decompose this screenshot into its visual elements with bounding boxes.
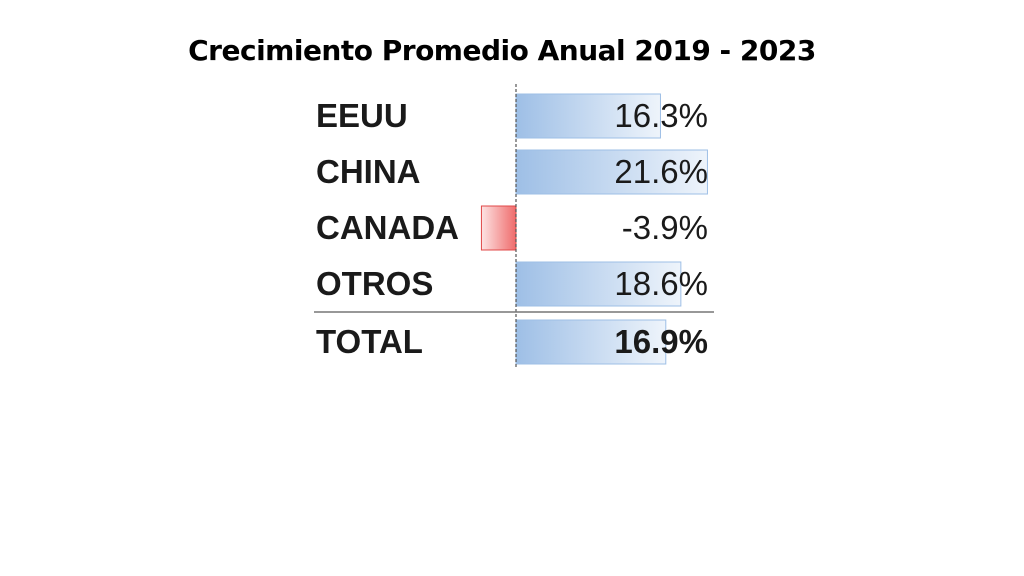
value-label-otros: 18.6%	[614, 265, 708, 302]
bar-china	[515, 149, 708, 195]
bar-otros	[515, 261, 682, 307]
category-label-total: TOTAL	[316, 323, 423, 360]
growth-bar-chart: EEUU 16.3% CHINA 21.6% CANADA -3.9% OTROS 18.6%…	[300, 84, 720, 374]
chart-title: Crecimiento Promedio Anual 2019 - 2023	[188, 34, 816, 67]
value-label-canada: -3.9%	[621, 209, 708, 246]
value-label-eeuu: 16.3%	[614, 97, 708, 134]
value-label-total: 16.9%	[614, 323, 708, 360]
category-label-eeuu: EEUU	[316, 97, 408, 134]
bar-total	[515, 319, 667, 365]
category-label-canada: CANADA	[316, 209, 459, 246]
chart-canvas	[314, 84, 714, 369]
category-label-otros: OTROS	[316, 265, 434, 302]
bar-eeuu	[515, 93, 661, 139]
category-label-china: CHINA	[316, 153, 421, 190]
bar-canada	[480, 205, 517, 251]
value-label-china: 21.6%	[614, 153, 708, 190]
